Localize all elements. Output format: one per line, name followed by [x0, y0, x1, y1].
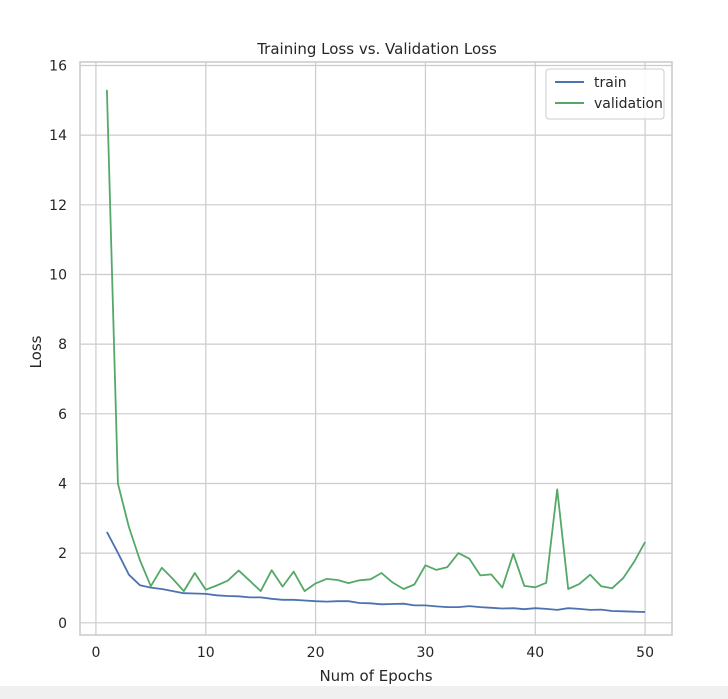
y-tick-label: 4 [58, 476, 67, 492]
plot-frame [79, 61, 673, 636]
chart-title: Training Loss vs. Validation Loss [256, 40, 497, 58]
x-axis-label: Num of Epochs [319, 667, 432, 685]
legend: train validation [545, 68, 665, 120]
x-tick-label: 40 [526, 645, 544, 661]
y-tick-label: 16 [49, 58, 67, 74]
x-tick-label: 30 [417, 645, 435, 661]
legend-label-train: train [594, 75, 627, 91]
x-tick-label: 50 [636, 645, 654, 661]
y-tick-label: 14 [49, 128, 67, 144]
series-lines [106, 89, 646, 613]
x-tick-label: 20 [307, 645, 325, 661]
y-axis-label: Loss [27, 335, 45, 368]
tick-labels: 0 10 20 30 40 50 0 2 4 6 8 10 12 14 16 [49, 58, 654, 661]
grid-lines [80, 62, 672, 635]
series-line-train [106, 531, 646, 613]
y-tick-label: 10 [49, 267, 67, 283]
y-tick-label: 8 [58, 337, 67, 353]
y-tick-label: 2 [58, 546, 67, 562]
legend-label-validation: validation [594, 96, 663, 112]
y-tick-label: 6 [58, 407, 67, 423]
bottom-strip [0, 686, 728, 699]
y-tick-label: 0 [58, 616, 67, 632]
x-tick-label: 0 [91, 645, 100, 661]
y-tick-label: 12 [49, 198, 67, 214]
x-tick-label: 10 [197, 645, 215, 661]
series-line-validation [106, 89, 646, 592]
